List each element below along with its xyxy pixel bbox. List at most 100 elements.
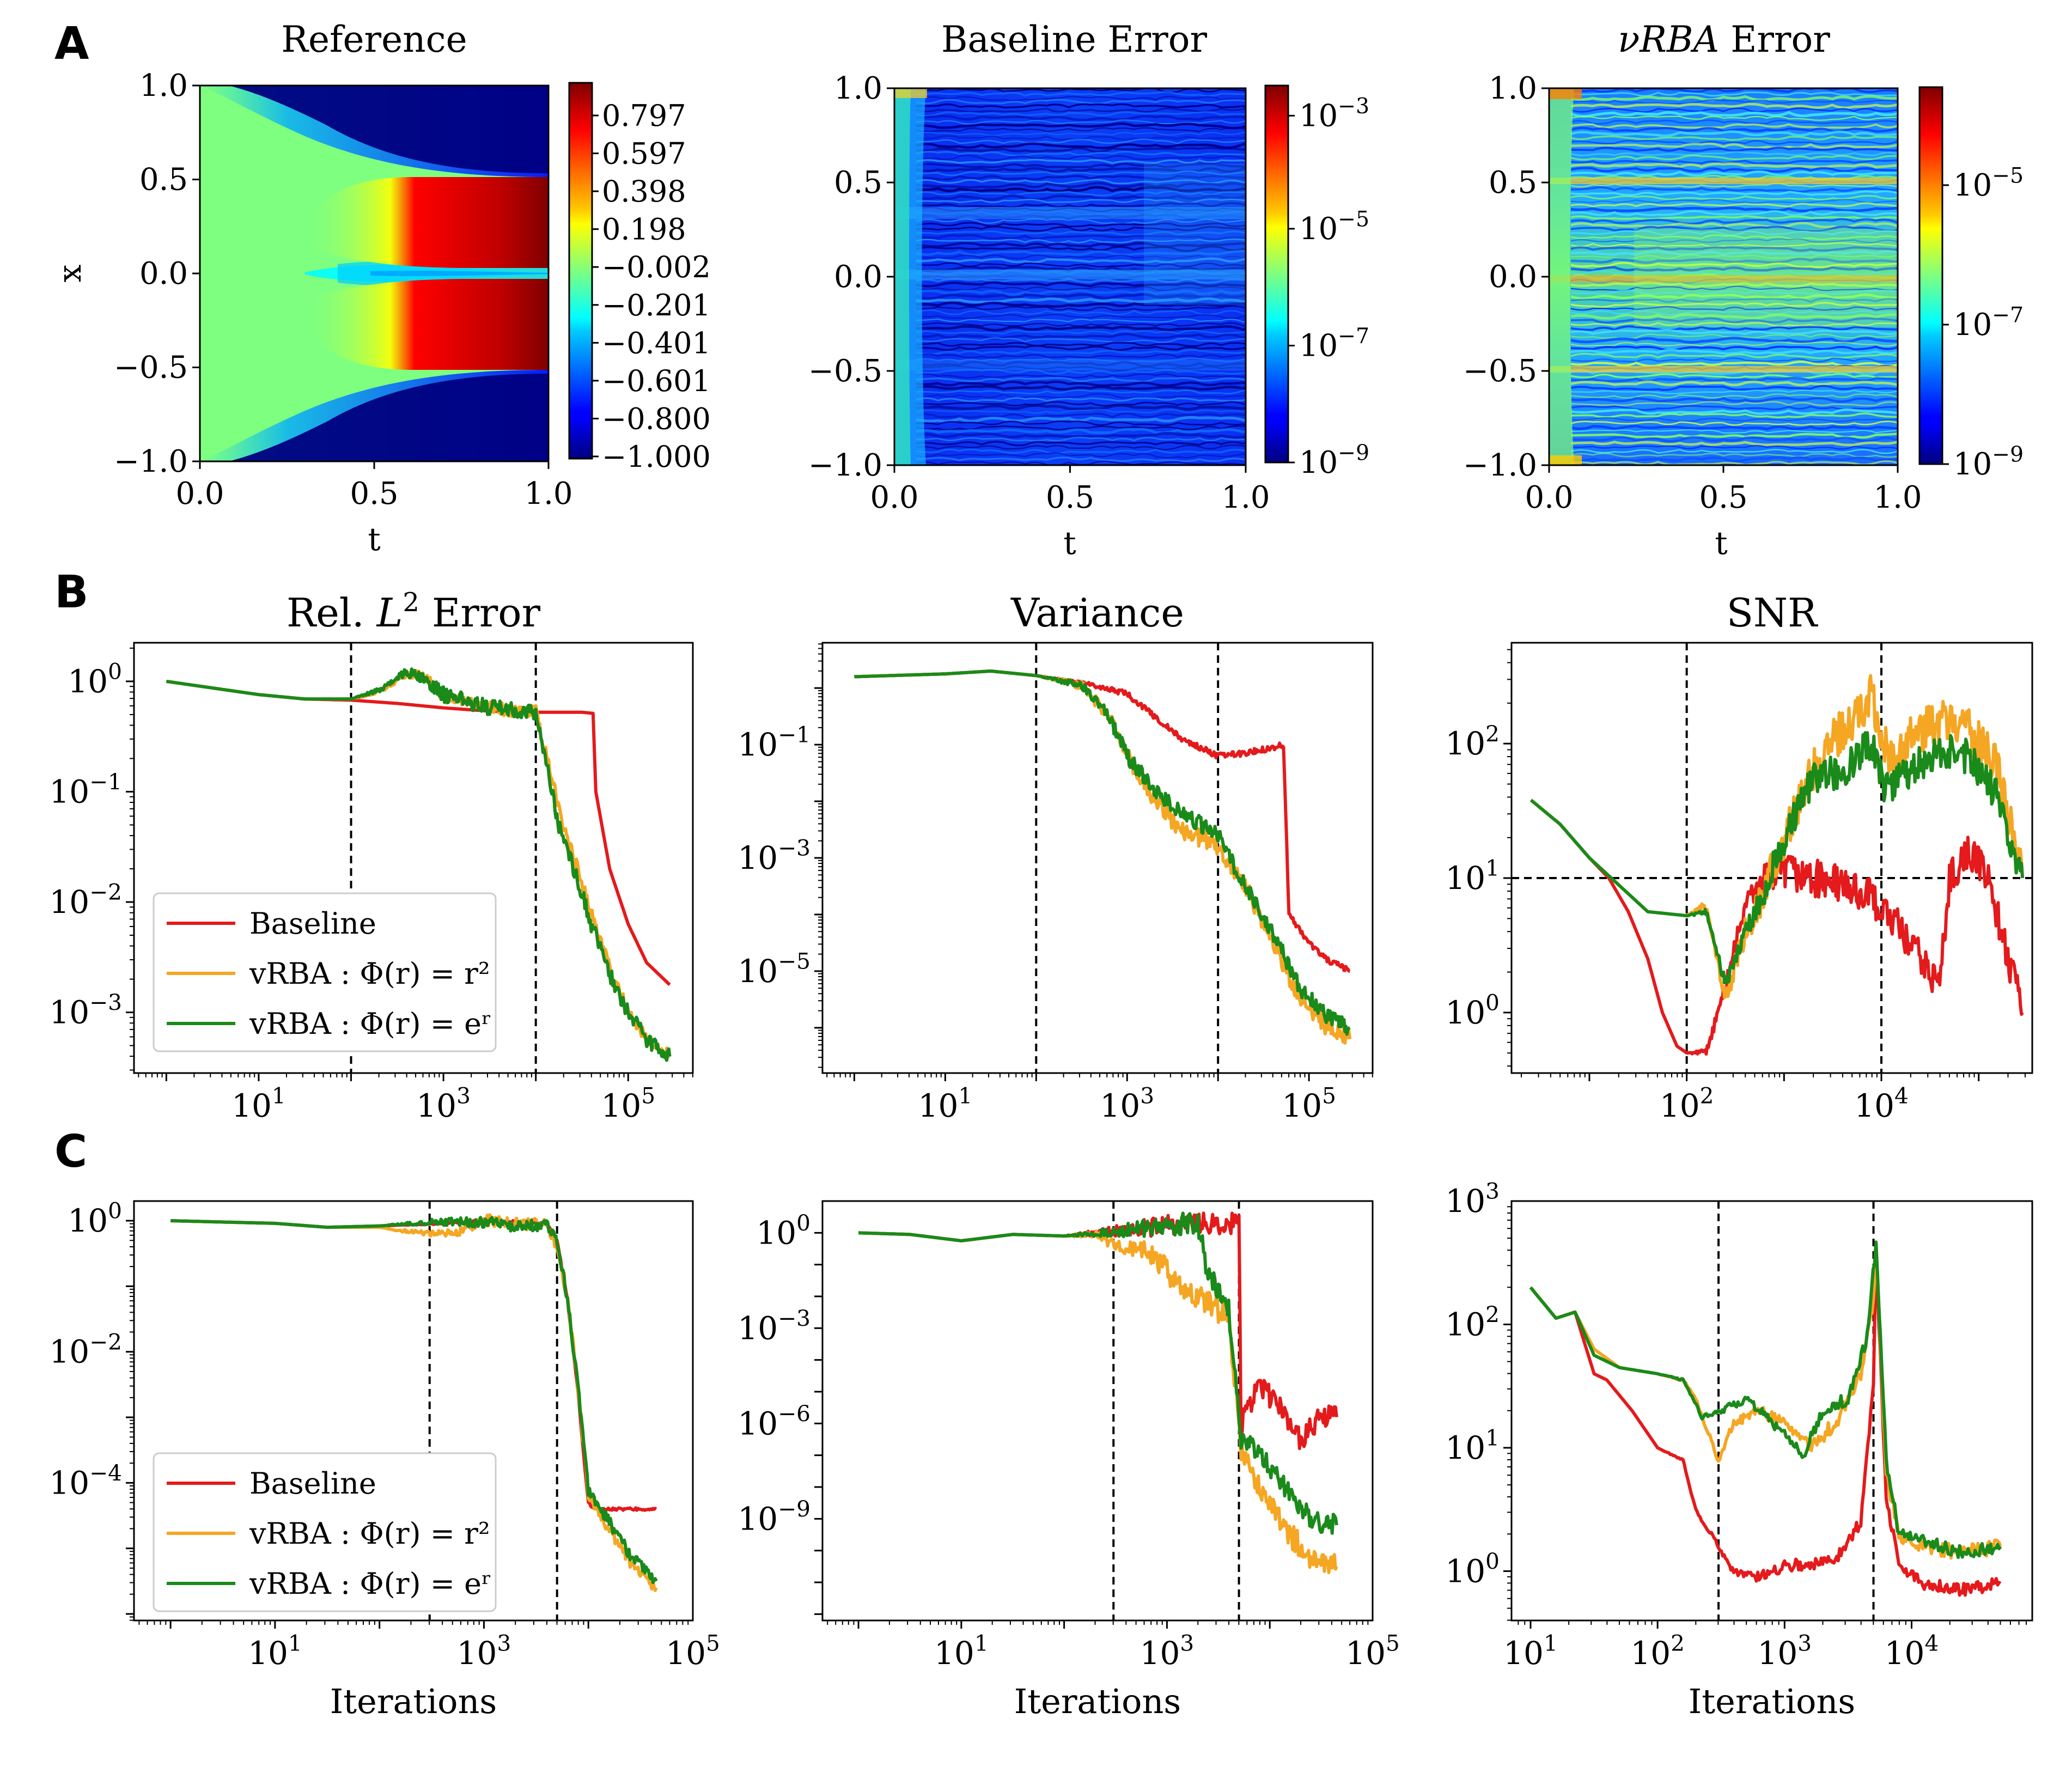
chart-4: 101 103 105 100 10−2 10−4 Iterations [49, 1198, 720, 1721]
heatmap-title: Reference [281, 19, 467, 60]
x-tick-label: 103 [457, 1630, 511, 1672]
heatmap-baseline-error: Baseline Error 0.0 0.5 1.0 1.0 0.5 0.0 −0.5 −1.… [808, 19, 1369, 562]
panel-label-a: A [54, 18, 89, 70]
heatmap-image [200, 86, 549, 461]
legend-label: vRBA : Φ(r) = r² [249, 956, 490, 991]
x-tick-label: 0.5 [1046, 480, 1094, 515]
colorbar-tick-label: 0.198 [602, 212, 686, 247]
series-line-baseline [854, 669, 1351, 973]
series-line-vrba-exp [1529, 1240, 2002, 1559]
x-tick-label: 105 [1345, 1630, 1400, 1672]
series-line-vrba-r2 [1529, 674, 2025, 1000]
x-tick-label: 104 [1885, 1630, 1939, 1672]
chart-5: 101 103 105 100 10−3 10−6 10−9 Iterations [738, 1200, 1400, 1721]
x-tick-label: 102 [1660, 1083, 1714, 1124]
colorbar [1264, 84, 1289, 464]
x-axis-label: Iterations [330, 1681, 497, 1721]
y-tick-label: 10−1 [49, 769, 122, 810]
y-tick-label: 10−2 [49, 1329, 122, 1370]
y-tick-label: −1.0 [1463, 448, 1537, 483]
chart-3: SNR 102 104 102 101 100 [1445, 590, 2033, 1124]
colorbar-ticks: 10−5 10−7 10−9 [1942, 163, 2024, 482]
y-tick-label: 0.5 [834, 165, 882, 200]
y-tick-label: −0.5 [114, 350, 188, 386]
heatmap-reference: Reference 0.0 0.5 1.0 1.0 0.5 0.0 −0.5 −1.0 t x… [51, 19, 711, 558]
plot-frame [1510, 1200, 2033, 1622]
legend-label: vRBA : Φ(r) = eʳ [249, 1567, 492, 1601]
y-tick-label: 10−3 [49, 989, 122, 1031]
x-tick-label: 1.0 [524, 476, 572, 511]
x-axis-label: Iterations [1014, 1681, 1181, 1721]
series-line-vrba-exp [170, 1216, 658, 1585]
legend-label: vRBA : Φ(r) = eʳ [249, 1007, 492, 1041]
y-tick-label: 1.0 [1489, 71, 1537, 106]
x-tick-label: 0.5 [350, 476, 398, 511]
series-line-vrba-exp [166, 667, 672, 1062]
colorbar-tick-label: −0.601 [602, 364, 711, 398]
plot-frame [821, 642, 1374, 1074]
x-tick-label: 104 [1854, 1083, 1909, 1124]
colorbar-ticks: 10−3 10−5 10−7 10−9 [1288, 94, 1369, 480]
y-tick-label: 0.5 [1489, 165, 1537, 200]
series-line-baseline [858, 1211, 1338, 1451]
y-tick-label: 100 [68, 1198, 122, 1239]
colorbar-tick-label: 10−7 [1953, 303, 2024, 343]
colorbar-tick-label: 0.597 [602, 137, 686, 171]
y-tick-label: 102 [1445, 721, 1500, 762]
x-tick-label: 105 [1282, 1083, 1336, 1124]
y-tick-label: 103 [1445, 1178, 1500, 1220]
y-tick-label: 0.0 [1489, 259, 1537, 295]
legends: Baseline vRBA : Φ(r) = r² vRBA : Φ(r) = eʳ… [153, 892, 497, 1612]
series-line-baseline [1529, 799, 2024, 1056]
y-tick-label: −1.0 [114, 444, 188, 479]
legend-label: vRBA : Φ(r) = r² [249, 1516, 490, 1551]
colorbar-tick-label: 10−5 [1953, 163, 2024, 203]
series-line-vrba-exp [858, 1211, 1338, 1535]
y-tick-label: 10−9 [738, 1496, 810, 1537]
legend: Baseline vRBA : Φ(r) = r² vRBA : Φ(r) = eʳ [153, 1452, 497, 1612]
colorbar-tick-label: 10−3 [1299, 94, 1369, 134]
series-line-vrba-exp [854, 669, 1351, 1036]
legend-label: Baseline [249, 1466, 376, 1501]
y-tick-label: 101 [1445, 1425, 1500, 1466]
y-tick-label: 1.0 [834, 71, 882, 106]
x-tick-label: 101 [918, 1083, 973, 1124]
plot-frame [133, 642, 694, 1074]
y-tick-label: 10−3 [738, 835, 810, 876]
legend: Baseline vRBA : Φ(r) = r² vRBA : Φ(r) = eʳ [153, 892, 497, 1052]
y-tick-label: −1.0 [808, 448, 882, 483]
x-tick-label: 1.0 [1221, 480, 1270, 515]
heatmap-image [894, 88, 1246, 465]
colorbar-tick-label: 10−7 [1299, 324, 1369, 364]
x-tick-label: 101 [934, 1630, 989, 1672]
chart-title: Rel. L2 Error [287, 587, 541, 636]
x-tick-label: 101 [1503, 1630, 1558, 1672]
x-tick-label: 103 [1757, 1630, 1812, 1672]
series-line-vrba-r2 [854, 669, 1352, 1045]
plot-frame [821, 1200, 1374, 1622]
plot-frame [133, 1200, 694, 1622]
heatmap-axes: 0.0 0.5 1.0 1.0 0.5 0.0 −0.5 −1.0 [114, 68, 573, 511]
colorbar-tick-label: 10−9 [1299, 441, 1369, 480]
chart-title: SNR [1727, 590, 1818, 636]
colorbar-tick-label: −1.000 [602, 440, 711, 474]
series-line-vrba-exp [1529, 731, 2025, 985]
series-line-baseline [1529, 1247, 2002, 1597]
heatmap-vrba-error: νRBA Error 0.0 0.5 1.01.00.50.0−0.5−1.0 t … [1463, 19, 2024, 562]
heatmap-xlabel: t [1063, 525, 1076, 562]
y-tick-label: 100 [1445, 990, 1500, 1031]
colorbar-tick-label: 0.398 [602, 174, 686, 209]
x-tick-label: 0.0 [175, 476, 224, 511]
heatmap-xlabel: t [368, 521, 380, 558]
colorbar [568, 82, 593, 460]
panel-label-c: C [54, 1126, 87, 1178]
x-tick-label: 102 [1630, 1630, 1685, 1672]
colorbar-tick-label: 10−5 [1299, 207, 1369, 247]
y-tick-label: 101 [1445, 855, 1500, 897]
heatmap-axes: 0.0 0.5 1.0 1.0 0.5 0.0 −0.5 −1.0 [808, 71, 1270, 515]
y-tick-label: 10−1 [738, 722, 810, 763]
